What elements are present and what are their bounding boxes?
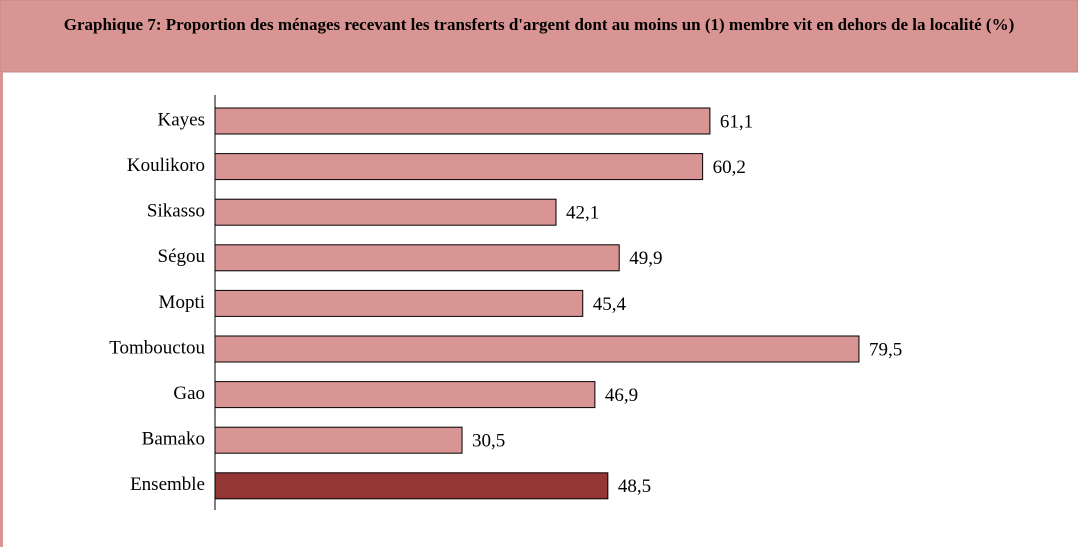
chart-title: Graphique 7: Proportion des ménages rece… xyxy=(63,15,1015,34)
bar xyxy=(214,426,463,454)
category-label: Sikasso xyxy=(147,201,205,222)
value-label: 60,2 xyxy=(713,157,746,178)
category-label: Ensemble xyxy=(130,474,205,495)
value-label: 45,4 xyxy=(593,294,627,315)
value-label: 61,1 xyxy=(720,111,753,132)
bar xyxy=(214,289,584,317)
value-label: 42,1 xyxy=(566,203,599,224)
category-label: Bamako xyxy=(142,429,205,450)
value-label: 30,5 xyxy=(472,431,505,452)
value-label: 48,5 xyxy=(618,476,651,497)
title-box xyxy=(0,0,1078,73)
bar xyxy=(214,335,860,363)
bar xyxy=(214,198,557,226)
category-label: Koulikoro xyxy=(127,155,205,176)
bar xyxy=(214,472,609,500)
bar xyxy=(214,381,596,409)
title-wrap: Graphique 7: Proportion des ménages rece… xyxy=(63,15,1015,34)
category-label: Mopti xyxy=(159,292,205,313)
category-label: Tombouctou xyxy=(109,337,205,358)
value-label: 46,9 xyxy=(605,385,638,406)
bar xyxy=(214,244,620,272)
bar xyxy=(214,153,704,181)
value-label: 79,5 xyxy=(869,339,902,360)
category-label: Gao xyxy=(173,383,205,404)
value-label: 49,9 xyxy=(629,248,662,269)
category-label: Kayes xyxy=(158,109,205,130)
bar xyxy=(214,107,711,135)
category-label: Ségou xyxy=(158,246,206,267)
